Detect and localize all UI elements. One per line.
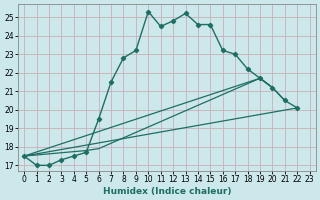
- X-axis label: Humidex (Indice chaleur): Humidex (Indice chaleur): [103, 187, 231, 196]
